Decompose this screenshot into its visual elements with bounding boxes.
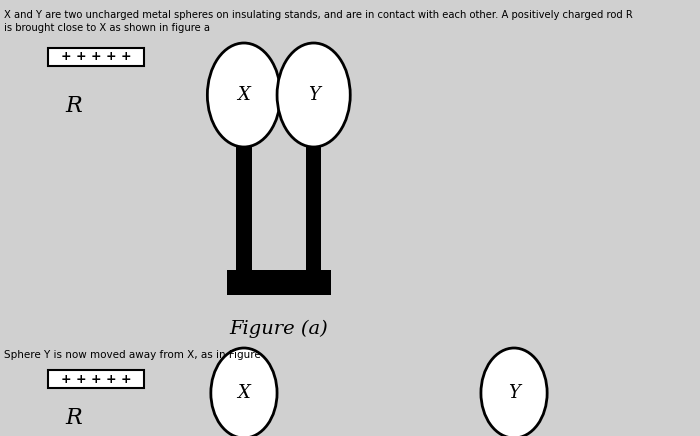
Ellipse shape xyxy=(277,43,350,147)
Bar xyxy=(48,48,144,66)
Ellipse shape xyxy=(207,43,281,147)
Text: X: X xyxy=(237,384,251,402)
Text: R: R xyxy=(66,95,83,117)
Text: X and Y are two uncharged metal spheres on insulating stands, and are in contact: X and Y are two uncharged metal spheres … xyxy=(4,10,633,20)
Text: Sphere Y is now moved away from X, as in Figure: Sphere Y is now moved away from X, as in… xyxy=(4,350,261,360)
Text: is brought close to X as shown in figure a: is brought close to X as shown in figure… xyxy=(4,23,211,33)
Text: + + + + +: + + + + + xyxy=(60,51,131,64)
Text: Figure (a): Figure (a) xyxy=(230,320,328,338)
Text: + + + + +: + + + + + xyxy=(60,372,131,385)
Ellipse shape xyxy=(211,348,277,436)
Text: Y: Y xyxy=(508,384,520,402)
Text: Y: Y xyxy=(308,86,320,104)
Ellipse shape xyxy=(481,348,547,436)
Text: X: X xyxy=(237,86,251,104)
Bar xyxy=(236,147,252,270)
Bar xyxy=(48,370,144,388)
Bar xyxy=(306,147,321,270)
Bar xyxy=(227,270,331,295)
Text: R: R xyxy=(66,407,83,429)
